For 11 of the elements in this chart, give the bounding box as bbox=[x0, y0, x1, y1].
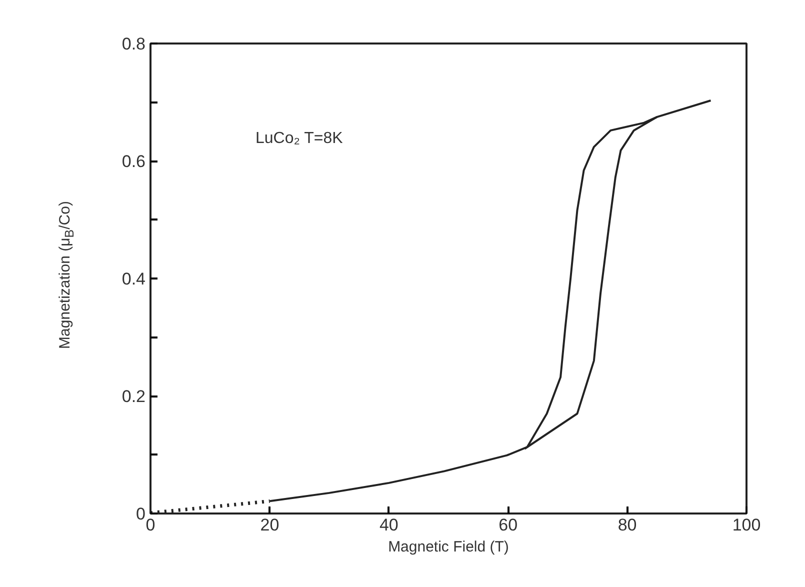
x-axis-title: Magnetic Field (T) bbox=[388, 538, 509, 556]
x-tick-label: 40 bbox=[379, 516, 398, 534]
x-tick-label: 60 bbox=[498, 516, 518, 534]
x-tick-label: 20 bbox=[260, 516, 280, 534]
x-tick-label: 80 bbox=[618, 516, 637, 534]
annotation: LuCo₂ T=8K bbox=[256, 130, 344, 147]
x-tick-label: 100 bbox=[732, 516, 761, 534]
y-tick-label: 0.6 bbox=[122, 152, 146, 171]
y-tick-label: 0.2 bbox=[122, 387, 146, 406]
y-tick-label: 0.4 bbox=[122, 270, 146, 288]
y-tick-label: 0.8 bbox=[122, 34, 146, 54]
